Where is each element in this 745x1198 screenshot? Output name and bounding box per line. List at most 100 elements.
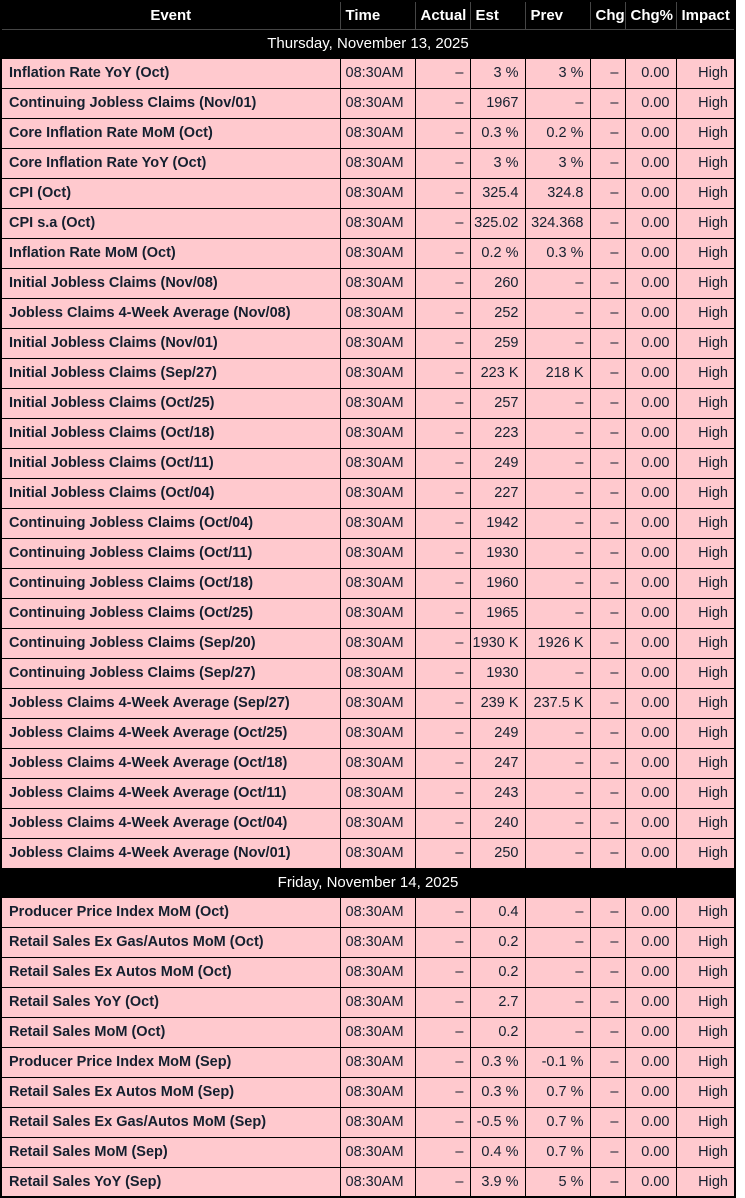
prev-cell: – <box>524 87 591 119</box>
event-row[interactable]: Inflation Rate YoY (Oct) 08:30AM –3 % 3 % –0… <box>0 57 736 89</box>
event-row[interactable]: Core Inflation Rate MoM (Oct) 08:30AM –0.3… <box>0 117 736 149</box>
est-cell: -0.5 % <box>469 1106 526 1138</box>
event-row[interactable]: Initial Jobless Claims (Oct/18) 08:30AM –2… <box>0 417 736 449</box>
column-header-chg[interactable]: Chg <box>589 0 626 30</box>
column-header-prev[interactable]: Prev <box>524 0 591 30</box>
event-cell: Continuing Jobless Claims (Nov/01) <box>0 87 341 119</box>
prev-cell: 0.7 % <box>524 1136 591 1168</box>
event-cell: Core Inflation Rate MoM (Oct) <box>0 117 341 149</box>
prev-cell: 3 % <box>524 147 591 179</box>
impact-cell: High <box>675 597 736 629</box>
event-row[interactable]: Retail Sales MoM (Sep) 08:30AM –0.4 % 0.7 %… <box>0 1136 736 1168</box>
section-row: Thursday, November 13, 2025 <box>0 28 736 59</box>
event-row[interactable]: Initial Jobless Claims (Oct/11) 08:30AM –2… <box>0 447 736 479</box>
event-row[interactable]: Jobless Claims 4-Week Average (Sep/27) 08… <box>0 687 736 719</box>
event-row[interactable]: Initial Jobless Claims (Oct/25) 08:30AM –2… <box>0 387 736 419</box>
event-row[interactable]: Continuing Jobless Claims (Oct/18) 08:30A… <box>0 567 736 599</box>
column-header-event[interactable]: Event <box>0 0 341 30</box>
event-row[interactable]: Jobless Claims 4-Week Average (Oct/18) 08… <box>0 747 736 779</box>
chg-cell: – <box>589 717 626 749</box>
column-header-est[interactable]: Est <box>469 0 526 30</box>
time-cell: 08:30AM <box>339 1136 416 1168</box>
event-cell: Continuing Jobless Claims (Oct/04) <box>0 507 341 539</box>
event-cell: Jobless Claims 4-Week Average (Oct/18) <box>0 747 341 779</box>
actual-cell: – <box>414 926 471 958</box>
event-row[interactable]: Continuing Jobless Claims (Nov/01) 08:30A… <box>0 87 736 119</box>
impact-cell: High <box>675 387 736 419</box>
event-row[interactable]: Retail Sales YoY (Oct) 08:30AM –2.7– –0.00 H… <box>0 986 736 1018</box>
time-cell: 08:30AM <box>339 177 416 209</box>
event-row[interactable]: CPI s.a (Oct) 08:30AM –325.02 324.368–0.00 H… <box>0 207 736 239</box>
actual-cell: – <box>414 1106 471 1138</box>
column-header-actual[interactable]: Actual <box>414 0 471 30</box>
column-header-impact[interactable]: Impact <box>675 0 736 30</box>
chg-cell: – <box>589 657 626 689</box>
event-cell: Continuing Jobless Claims (Oct/25) <box>0 597 341 629</box>
chg-cell: – <box>589 1136 626 1168</box>
est-cell: 0.4 % <box>469 1136 526 1168</box>
event-row[interactable]: Retail Sales Ex Autos MoM (Oct) 08:30AM –0… <box>0 956 736 988</box>
event-row[interactable]: Initial Jobless Claims (Oct/04) 08:30AM –2… <box>0 477 736 509</box>
event-row[interactable]: Jobless Claims 4-Week Average (Nov/08) 08… <box>0 297 736 329</box>
est-cell: 0.4 <box>469 896 526 928</box>
column-header-chgpct[interactable]: Chg% <box>624 0 677 30</box>
actual-cell: – <box>414 1016 471 1048</box>
event-row[interactable]: Initial Jobless Claims (Nov/01) 08:30AM –2… <box>0 327 736 359</box>
event-cell: Retail Sales Ex Gas/Autos MoM (Oct) <box>0 926 341 958</box>
actual-cell: – <box>414 327 471 359</box>
event-row[interactable]: Continuing Jobless Claims (Oct/25) 08:30A… <box>0 597 736 629</box>
event-row[interactable]: Retail Sales YoY (Sep) 08:30AM –3.9 % 5 % –0… <box>0 1166 736 1198</box>
prev-cell: 0.7 % <box>524 1106 591 1138</box>
event-row[interactable]: Retail Sales Ex Autos MoM (Sep) 08:30AM –0… <box>0 1076 736 1108</box>
event-row[interactable]: Retail Sales Ex Gas/Autos MoM (Oct) 08:30… <box>0 926 736 958</box>
prev-cell: – <box>524 267 591 299</box>
chg-cell: – <box>589 1076 626 1108</box>
event-row[interactable]: Continuing Jobless Claims (Sep/20) 08:30A… <box>0 627 736 659</box>
prev-cell: – <box>524 896 591 928</box>
time-cell: 08:30AM <box>339 87 416 119</box>
est-cell: 250 <box>469 837 526 869</box>
event-row[interactable]: Jobless Claims 4-Week Average (Oct/11) 08… <box>0 777 736 809</box>
event-cell: CPI s.a (Oct) <box>0 207 341 239</box>
prev-cell: – <box>524 597 591 629</box>
column-header-time[interactable]: Time <box>339 0 416 30</box>
event-cell: Jobless Claims 4-Week Average (Oct/11) <box>0 777 341 809</box>
chg-pct-cell: 0.00 <box>624 657 677 689</box>
event-row[interactable]: CPI (Oct) 08:30AM –325.4 324.8–0.00 High <box>0 177 736 209</box>
impact-cell: High <box>675 147 736 179</box>
event-row[interactable]: Initial Jobless Claims (Sep/27) 08:30AM –2… <box>0 357 736 389</box>
event-row[interactable]: Inflation Rate MoM (Oct) 08:30AM –0.2 % 0.3… <box>0 237 736 269</box>
event-row[interactable]: Continuing Jobless Claims (Oct/04) 08:30A… <box>0 507 736 539</box>
chg-pct-cell: 0.00 <box>624 567 677 599</box>
event-row[interactable]: Core Inflation Rate YoY (Oct) 08:30AM –3 %… <box>0 147 736 179</box>
time-cell: 08:30AM <box>339 1016 416 1048</box>
prev-cell: 5 % <box>524 1166 591 1198</box>
chg-pct-cell: 0.00 <box>624 87 677 119</box>
time-cell: 08:30AM <box>339 507 416 539</box>
event-row[interactable]: Retail Sales MoM (Oct) 08:30AM –0.2– –0.00 H… <box>0 1016 736 1048</box>
chg-cell: – <box>589 327 626 359</box>
actual-cell: – <box>414 657 471 689</box>
event-row[interactable]: Jobless Claims 4-Week Average (Oct/25) 08… <box>0 717 736 749</box>
prev-cell: 0.3 % <box>524 237 591 269</box>
event-row[interactable]: Producer Price Index MoM (Oct) 08:30AM –0.… <box>0 896 736 928</box>
est-cell: 249 <box>469 717 526 749</box>
chg-pct-cell: 0.00 <box>624 387 677 419</box>
est-cell: 227 <box>469 477 526 509</box>
event-row[interactable]: Continuing Jobless Claims (Sep/27) 08:30A… <box>0 657 736 689</box>
est-cell: 249 <box>469 447 526 479</box>
actual-cell: – <box>414 207 471 239</box>
chg-pct-cell: 0.00 <box>624 297 677 329</box>
event-row[interactable]: Continuing Jobless Claims (Oct/11) 08:30A… <box>0 537 736 569</box>
chg-pct-cell: 0.00 <box>624 237 677 269</box>
event-row[interactable]: Producer Price Index MoM (Sep) 08:30AM –0.… <box>0 1046 736 1078</box>
time-cell: 08:30AM <box>339 687 416 719</box>
event-row[interactable]: Jobless Claims 4-Week Average (Nov/01) 08… <box>0 837 736 869</box>
actual-cell: – <box>414 537 471 569</box>
event-row[interactable]: Jobless Claims 4-Week Average (Oct/04) 08… <box>0 807 736 839</box>
event-row[interactable]: Initial Jobless Claims (Nov/08) 08:30AM –2… <box>0 267 736 299</box>
chg-cell: – <box>589 777 626 809</box>
actual-cell: – <box>414 1136 471 1168</box>
event-row[interactable]: Retail Sales Ex Gas/Autos MoM (Sep) 08:30… <box>0 1106 736 1138</box>
